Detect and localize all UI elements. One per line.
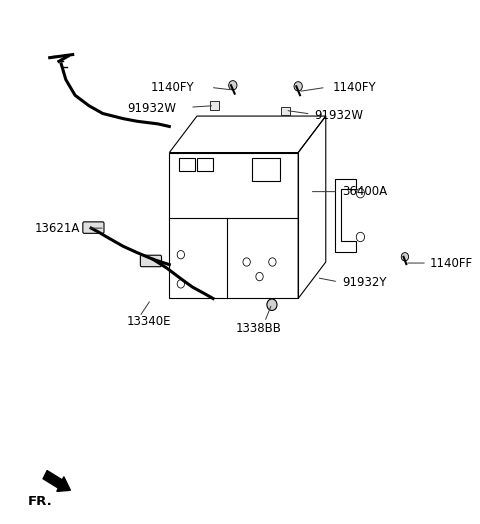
Circle shape xyxy=(401,253,408,261)
Text: 36400A: 36400A xyxy=(342,185,387,198)
Text: 1140FF: 1140FF xyxy=(429,257,472,269)
Text: FR.: FR. xyxy=(28,495,53,508)
Bar xyxy=(210,102,219,110)
Text: 13621A: 13621A xyxy=(34,222,80,235)
Bar xyxy=(281,107,290,115)
FancyBboxPatch shape xyxy=(83,222,104,233)
Text: 91932Y: 91932Y xyxy=(342,276,386,289)
Circle shape xyxy=(294,82,302,91)
Text: 1338BB: 1338BB xyxy=(236,322,282,335)
Circle shape xyxy=(267,299,277,311)
Text: 1140FY: 1140FY xyxy=(151,81,195,94)
Text: 13340E: 13340E xyxy=(126,315,171,329)
Text: 91932W: 91932W xyxy=(314,108,363,122)
Text: 91932W: 91932W xyxy=(127,102,176,115)
Text: 1140FY: 1140FY xyxy=(333,81,376,94)
FancyArrow shape xyxy=(43,471,71,492)
FancyBboxPatch shape xyxy=(140,255,161,267)
Circle shape xyxy=(228,81,237,90)
